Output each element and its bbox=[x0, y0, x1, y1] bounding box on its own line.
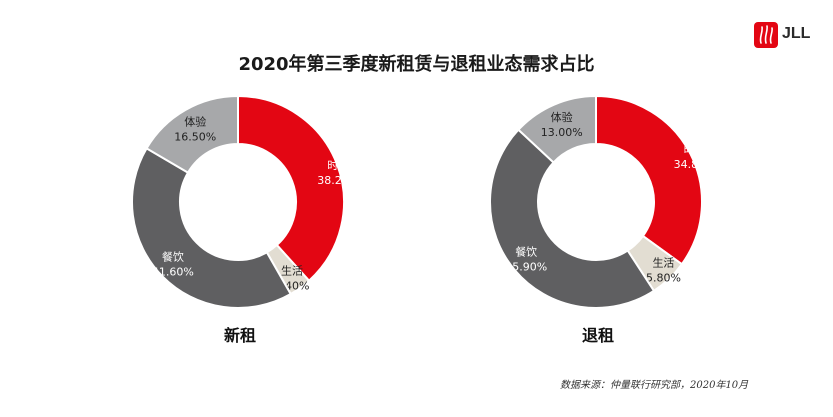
slice-label-lifestyle: 生活 bbox=[281, 263, 303, 277]
slice-label-fashion: 时尚 bbox=[327, 158, 349, 172]
chart-label-new-lease: 新租 bbox=[223, 326, 256, 345]
donut-slice-fashion bbox=[595, 94, 703, 266]
slice-label-dining: 餐饮 bbox=[162, 249, 184, 263]
chart-title: 2020年第三季度新租赁与退租业态需求占比 bbox=[238, 54, 595, 75]
data-source: 数据来源：仲量联行研究部，2020年10月 bbox=[560, 380, 749, 391]
donut-chart-lease-exit: 时尚 34.80% 生活 5.80% 餐饮 45.90% 体验 13.00% bbox=[489, 94, 716, 309]
slice-value-experience: 16.50% bbox=[174, 130, 216, 143]
donut-slice-fashion bbox=[237, 94, 345, 283]
slice-value-fashion: 38.20% bbox=[317, 174, 359, 187]
slice-value-dining: 45.90% bbox=[505, 260, 547, 273]
slice-value-dining: 41.60% bbox=[152, 265, 194, 278]
slice-label-dining: 餐饮 bbox=[515, 244, 537, 258]
slice-label-fashion: 时尚 bbox=[684, 142, 706, 156]
slice-value-lifestyle: 5.80% bbox=[646, 272, 681, 285]
slice-label-experience: 体验 bbox=[551, 110, 573, 124]
jll-flame-icon bbox=[754, 22, 778, 48]
donut-slice-experience bbox=[145, 94, 239, 174]
slice-label-experience: 体验 bbox=[184, 114, 206, 128]
donut-slice-dining bbox=[489, 128, 656, 309]
chart-label-lease-exit: 退租 bbox=[581, 326, 614, 345]
donut-slice-experience bbox=[517, 94, 597, 164]
slice-value-experience: 13.00% bbox=[541, 126, 583, 139]
slice-value-fashion: 34.80% bbox=[674, 158, 716, 171]
logo-text: JLL bbox=[782, 25, 811, 42]
slice-label-lifestyle: 生活 bbox=[652, 256, 674, 270]
donut-slice-dining bbox=[131, 146, 293, 309]
